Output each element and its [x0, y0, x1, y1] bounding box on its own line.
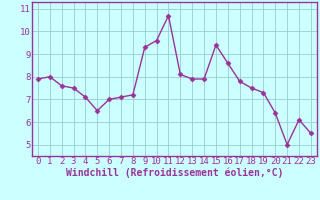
X-axis label: Windchill (Refroidissement éolien,°C): Windchill (Refroidissement éolien,°C)	[66, 168, 283, 178]
